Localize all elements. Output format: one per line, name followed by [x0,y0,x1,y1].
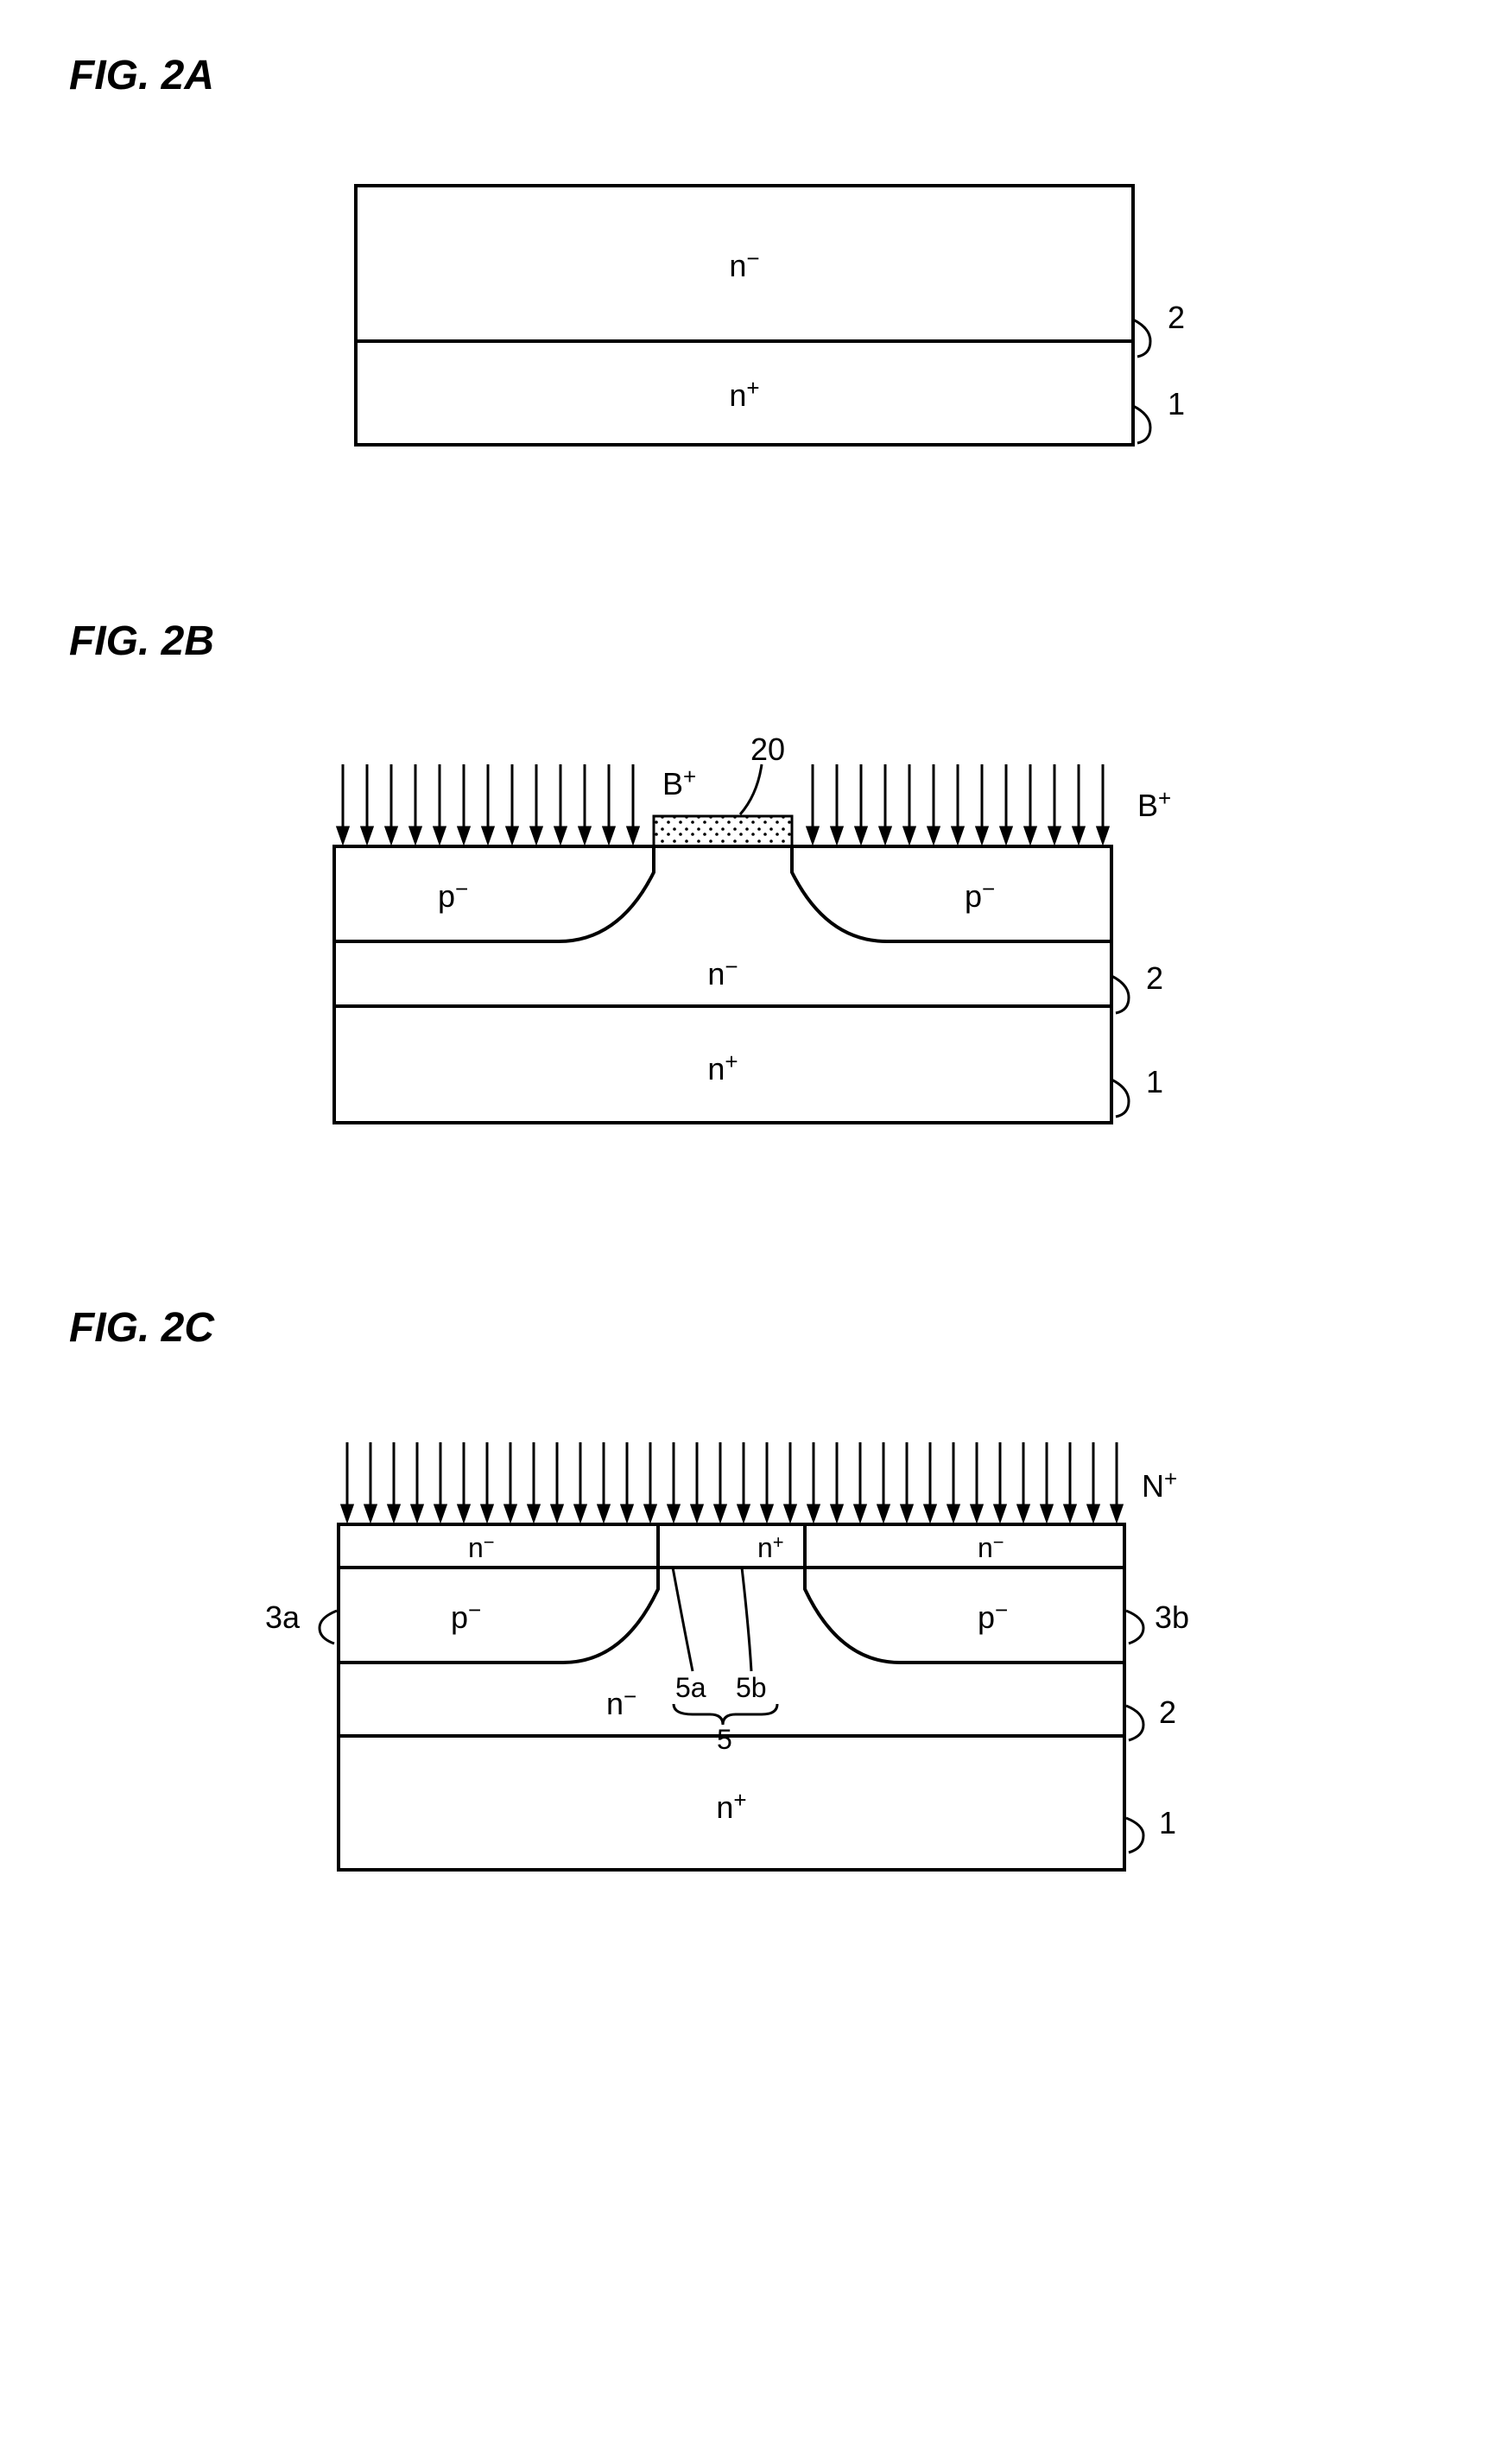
figure-2b-diagram: B+ B+ 20 p− p− n− [69,717,1419,1166]
figure-2a-label: FIG. 2A [69,52,1419,99]
fig2c-callout-1-curve [1126,1818,1143,1853]
fig2b-arrows-right [807,764,1108,842]
fig2a-n-plus-label: n+ [729,375,759,413]
fig2c-pminus-right-boundary [805,1568,1124,1663]
fig2b-mask [654,816,792,846]
fig2c-top-nminus-left: n− [468,1531,495,1563]
figure-2a-diagram: n− n+ 2 1 [69,151,1419,479]
fig2c-implant-label: N+ [1142,1466,1177,1504]
fig2b-pminus-right-label: p− [965,876,995,914]
fig2b-callout-1: 1 [1146,1064,1163,1099]
figure-2c-diagram: N+ n− n+ n− [69,1403,1419,1922]
fig2b-mask-callout-text: 20 [750,732,785,767]
fig2c-5b-label: 5b [736,1672,767,1703]
fig2a-n-minus-label: n− [729,245,759,283]
fig2c-callout-3b-curve [1126,1611,1143,1644]
fig2c-lead-5a [673,1568,693,1671]
figure-2a: FIG. 2A n− n+ 2 1 [69,52,1419,479]
fig2c-callout-2-curve [1126,1706,1143,1740]
fig2c-callout-1: 1 [1159,1805,1176,1840]
fig2c-5a-label: 5a [675,1672,706,1703]
fig2b-pminus-left-label: p− [438,876,468,914]
fig2b-nplus-label: n+ [707,1048,738,1086]
figure-2c: FIG. 2C [69,1304,1419,1922]
fig2a-callout-2-curve [1133,320,1150,357]
fig2b-pminus-right-boundary [792,846,1111,941]
fig2c-nplus-label: n+ [716,1787,746,1825]
fig2c-callout-2: 2 [1159,1694,1176,1730]
figure-2b: FIG. 2B [69,618,1419,1166]
fig-2b-svg: B+ B+ 20 p− p− n− [248,717,1241,1166]
fig2c-lead-5b [742,1568,751,1671]
fig2c-bracket [674,1704,777,1725]
fig2c-callout-3a-curve [320,1611,337,1644]
fig2c-pminus-left-label: p− [451,1597,481,1635]
fig2c-5-label: 5 [717,1724,732,1755]
fig2b-nminus-label: n− [707,953,738,991]
fig2b-callout-1-curve [1111,1080,1129,1117]
fig2c-top-nplus-center: n+ [757,1531,784,1563]
fig2b-implant-label-right: B+ [1137,785,1171,823]
fig2c-pminus-right-label: p− [978,1597,1008,1635]
fig-2c-svg: N+ n− n+ n− [226,1403,1263,1922]
fig2a-callout-1: 1 [1168,386,1185,421]
fig2b-arrows-left [338,764,638,842]
fig2c-callout-3a: 3a [265,1599,301,1635]
fig2b-mask-callout-lead [740,764,762,814]
fig2b-callout-2: 2 [1146,960,1163,996]
fig-2a-svg: n− n+ 2 1 [269,151,1219,479]
fig2c-nminus-label: n− [606,1683,636,1721]
fig2c-callout-3b: 3b [1155,1599,1189,1635]
fig2a-callout-1-curve [1133,406,1150,443]
fig2b-implant-label-left: B+ [662,763,696,801]
figure-2c-label: FIG. 2C [69,1304,1419,1352]
fig2c-pminus-left-boundary [339,1568,658,1663]
fig2b-pminus-left-boundary [334,846,654,941]
fig2c-top-nminus-right: n− [978,1531,1004,1563]
fig2a-callout-2: 2 [1168,300,1185,335]
fig2c-arrows [342,1442,1122,1520]
fig2b-callout-2-curve [1111,976,1129,1013]
figure-2b-label: FIG. 2B [69,618,1419,665]
